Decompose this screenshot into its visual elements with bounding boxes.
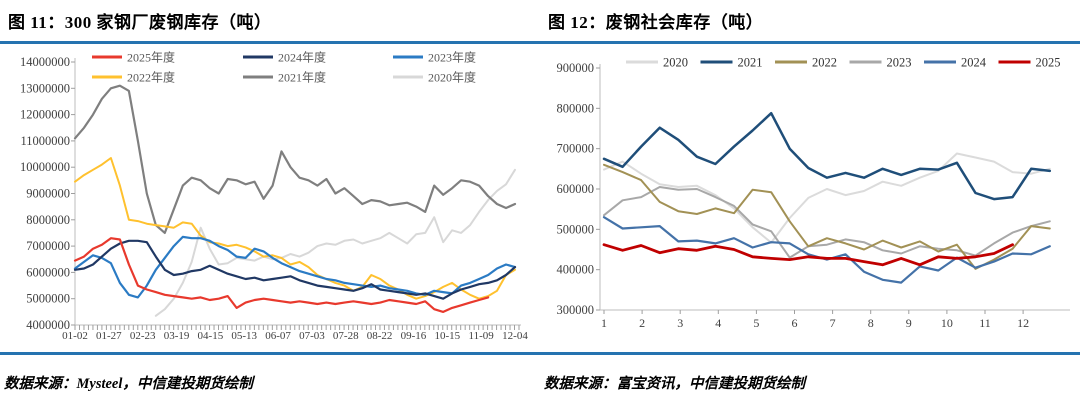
y-tick-label: 12000000 [20, 108, 70, 122]
x-tick-label: 10 [941, 316, 953, 330]
x-tick-label: 3 [677, 316, 683, 330]
x-tick-label: 02-23 [130, 330, 156, 342]
figure-12-source: 数据来源：富宝资讯，中信建投期货绘制 [544, 376, 805, 392]
legend-label: 2020年度 [428, 70, 476, 85]
series-line-2023年度 [73, 235, 517, 299]
x-tick-label: 10-15 [434, 330, 460, 342]
x-tick-label: 6 [792, 316, 798, 330]
y-tick-label: 900000 [557, 61, 595, 75]
x-tick-label: 9 [906, 316, 912, 330]
legend-label: 2023 [887, 56, 912, 70]
legend-item-2020: 2020 [626, 56, 688, 70]
legend-item-2023年度: 2023年度 [393, 50, 476, 65]
x-tick-label: 04-15 [198, 330, 224, 342]
legend-item-2025: 2025 [998, 56, 1061, 70]
series-line-2022 [603, 163, 1051, 270]
y-tick-label: 8000000 [26, 213, 70, 227]
x-tick-label: 8 [868, 316, 874, 330]
x-tick-label: 01-27 [96, 330, 122, 342]
chart-scrap-social-inventory: 300000 400000 500000 600000 700000 800000 9000… [557, 56, 1070, 330]
x-tick-label: 01-02 [62, 330, 88, 342]
y-tick-label: 300000 [557, 303, 595, 317]
x-tick-label: 09-16 [401, 330, 427, 342]
y-tick-label: 500000 [557, 222, 595, 236]
x-tick-label: 5 [753, 316, 759, 330]
y-tick-label: 5000000 [26, 292, 70, 306]
x-tick-label: 12 [1017, 316, 1029, 330]
series-line-2020年度 [154, 168, 516, 317]
series-line-2021年度 [73, 84, 517, 234]
y-tick-label: 600000 [557, 182, 595, 196]
y-tick-label: 7000000 [26, 239, 70, 253]
legend-label: 2025年度 [127, 50, 175, 65]
x-tick-label: 2 [639, 316, 645, 330]
y-tick-label: 11000000 [20, 134, 70, 148]
x-tick-label: 4 [715, 316, 721, 330]
series-line-2020 [603, 152, 1051, 244]
series-line-2024年度 [73, 239, 517, 300]
divider-bottom [0, 352, 1080, 355]
legend-label: 2021 [738, 56, 763, 70]
series-line-2022年度 [74, 157, 516, 300]
figure-12-title: 图 12：废钢社会库存（吨） [548, 13, 764, 32]
y-tick-label: 800000 [557, 101, 595, 115]
legend-label: 2025 [1036, 56, 1061, 70]
legend-label: 2022 [812, 56, 837, 70]
x-tick-label: 11 [979, 316, 991, 330]
y-tick-label: 700000 [557, 142, 595, 156]
legend-label: 2022年度 [127, 70, 175, 85]
series-line-2021 [602, 111, 1052, 201]
legend-label: 2024 [961, 56, 987, 70]
x-tick-label: 11-09 [469, 330, 495, 342]
x-tick-label: 07-28 [333, 330, 359, 342]
legend-item-2024年度: 2024年度 [243, 50, 326, 65]
divider-top [0, 41, 1080, 44]
series-line-2025 [602, 243, 1014, 267]
legend-label: 2024年度 [278, 50, 326, 65]
y-tick-label: 13000000 [20, 81, 70, 95]
x-tick-label: 7 [830, 316, 836, 330]
y-tick-label: 10000000 [20, 160, 70, 174]
figure-11-title: 图 11：300 家钢厂废钢库存（吨） [8, 13, 272, 32]
figure-11-source: 数据来源：Mysteel，中信建投期货绘制 [4, 376, 253, 392]
chart-steel-mill-scrap-inventory: 4000000 5000000 6000000 7000000 8000000 90000… [20, 50, 528, 343]
legend-item-2020年度: 2020年度 [393, 70, 476, 85]
legend-item-2023: 2023 [849, 56, 912, 70]
legend-item-2021年度: 2021年度 [243, 70, 326, 85]
x-tick-label: 03-19 [164, 330, 190, 342]
x-tick-label: 1 [601, 316, 607, 330]
legend-item-2022: 2022 [775, 56, 837, 70]
legend-item-2025年度: 2025年度 [92, 50, 175, 65]
series-line-2025年度 [73, 237, 490, 313]
y-tick-label: 400000 [557, 263, 595, 277]
x-tick-label: 07-03 [299, 330, 325, 342]
legend-item-2021: 2021 [700, 56, 763, 70]
y-tick-label: 14000000 [20, 55, 70, 69]
legend-label: 2021年度 [278, 70, 326, 85]
legend-item-2022年度: 2022年度 [92, 70, 175, 85]
legend-label: 2023年度 [428, 50, 476, 65]
x-tick-label: 12-04 [502, 330, 528, 342]
legend-item-2024: 2024 [924, 56, 987, 70]
y-tick-label: 4000000 [26, 318, 70, 332]
series-line-2023 [603, 186, 1051, 259]
x-tick-label: 05-13 [231, 330, 257, 342]
y-tick-label: 9000000 [26, 187, 70, 201]
x-tick-label: 08-22 [367, 330, 393, 342]
legend-label: 2020 [663, 56, 688, 70]
y-tick-label: 6000000 [26, 265, 70, 279]
x-tick-label: 06-07 [265, 330, 291, 342]
